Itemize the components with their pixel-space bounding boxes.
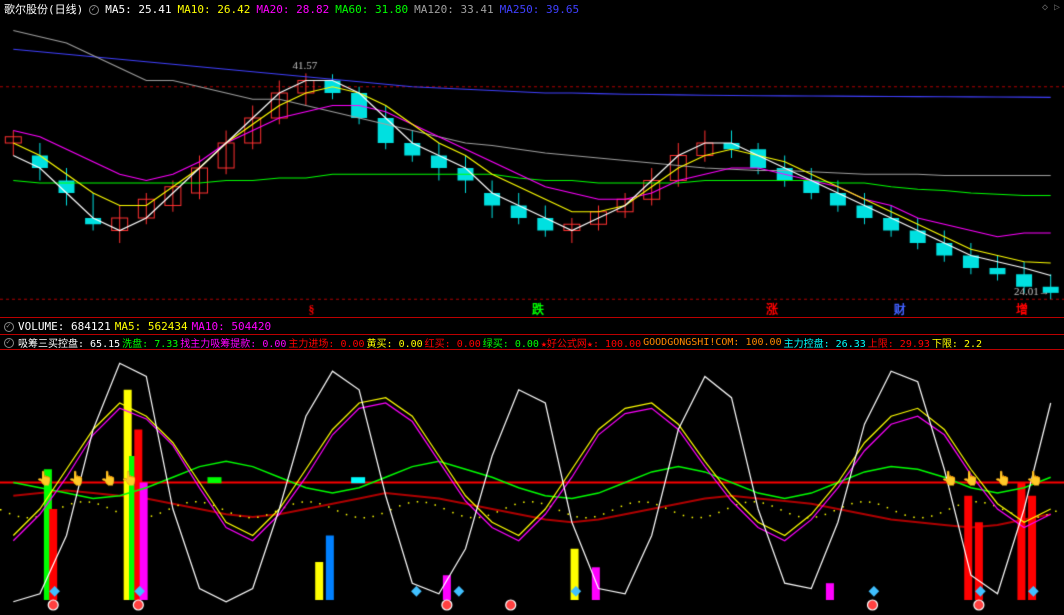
volume-header: VOLUME: 684121 MA5: 562434 MA10: 504420: [0, 318, 1064, 334]
ind-item: 找主力吸筹提款: 0.00: [180, 335, 286, 350]
ind-item: 黄买: 0.00: [367, 335, 423, 350]
nav-arrows[interactable]: ◇ ▷: [1042, 2, 1060, 13]
ind-item: GOODGONGSHI!COM: 100.00: [643, 337, 781, 348]
ma60-label: MA60: 31.80: [335, 3, 408, 16]
ma250-label: MA250: 39.65: [500, 3, 580, 16]
price-chart[interactable]: [0, 18, 1064, 318]
ma5-label: MA5: 25.41: [105, 3, 171, 16]
ind-item: ★好公式网★: 100.00: [541, 335, 641, 350]
ma10-label: MA10: 26.42: [178, 3, 251, 16]
ind-item: 主力控盘: 26.33: [784, 335, 866, 350]
ind-item: 绿买: 0.00: [483, 335, 539, 350]
indicator-chart[interactable]: [0, 350, 1064, 615]
vol-ma10-label: MA10: 504420: [192, 320, 272, 333]
ind-item: 洗盘: 7.33: [122, 335, 178, 350]
check-icon[interactable]: [4, 322, 14, 332]
ma120-label: MA120: 33.41: [414, 3, 494, 16]
ind-item: 下限: 2.2: [932, 335, 982, 350]
ind-item: 主力进场: 0.00: [288, 335, 364, 350]
ind-item: 吸筹三买控盘: 65.15: [18, 335, 120, 350]
vol-ma5-label: MA5: 562434: [115, 320, 188, 333]
ind-item: 上限: 29.93: [868, 335, 930, 350]
indicator-header: 吸筹三买控盘: 65.15 洗盘: 7.33 找主力吸筹提款: 0.00 主力进…: [0, 334, 1064, 350]
ind-item: 红买: 0.00: [425, 335, 481, 350]
ma20-label: MA20: 28.82: [256, 3, 329, 16]
stock-title: 歌尔股份(日线): [4, 1, 83, 17]
check-icon[interactable]: [4, 338, 14, 348]
main-header: 歌尔股份(日线) MA5: 25.41 MA10: 26.42 MA20: 28…: [0, 0, 1064, 18]
vol-label: VOLUME: 684121: [18, 320, 111, 333]
check-icon[interactable]: [89, 5, 99, 15]
